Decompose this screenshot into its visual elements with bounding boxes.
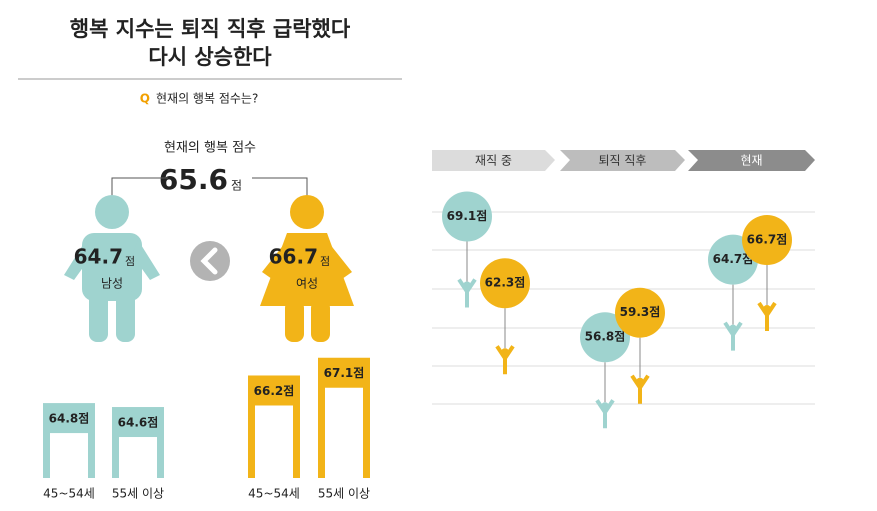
- balloon: [442, 191, 492, 242]
- stage-banner: [688, 150, 815, 171]
- balloon-label: 69.1점: [447, 208, 488, 223]
- x-tick-label: 45~54세: [248, 487, 300, 501]
- person-body: [495, 345, 515, 375]
- female-label: 여성: [296, 277, 318, 291]
- balloon: [480, 258, 530, 309]
- balloon: [742, 215, 792, 266]
- male-label: 남성: [101, 277, 123, 291]
- balloon-label: 62.3점: [485, 275, 526, 290]
- person-body: [723, 321, 743, 351]
- overall-value: 65.6: [159, 163, 228, 196]
- x-tick-label: 55세 이상: [112, 487, 164, 501]
- title-line: 행복 지수는 퇴직 직후 급락했다: [70, 17, 351, 41]
- compare-icon: [190, 241, 230, 281]
- female-unit: 점: [320, 255, 330, 268]
- bar-value-label: 64.8점: [49, 411, 90, 426]
- bar-value-label: 67.1점: [324, 365, 365, 380]
- balloon: [615, 287, 665, 338]
- balloon-label: 56.8점: [585, 329, 626, 344]
- stage-banner: [432, 150, 555, 171]
- bar-inner: [50, 433, 88, 478]
- balloon: [580, 312, 630, 363]
- male-score: 64.7: [74, 245, 123, 269]
- female-score: 66.7: [269, 245, 318, 269]
- stage-label: 퇴직 직후: [599, 154, 647, 168]
- bar-inner: [325, 387, 363, 478]
- person-body: [630, 374, 650, 404]
- person-body: [457, 278, 477, 308]
- person-body: [757, 301, 777, 332]
- x-tick-label: 55세 이상: [318, 487, 370, 501]
- stage-banner: [560, 150, 685, 171]
- question-marker: Q: [140, 92, 150, 106]
- question-text: 현재의 행복 점수는?: [156, 91, 258, 106]
- male-unit: 점: [125, 255, 135, 268]
- overall-unit: 점: [231, 179, 242, 193]
- bar-inner: [255, 405, 293, 478]
- bar-value-label: 66.2점: [254, 383, 295, 398]
- balloon-label: 66.7점: [747, 232, 788, 247]
- balloon-label: 59.3점: [620, 304, 661, 319]
- bracket: [111, 177, 308, 196]
- stage-label: 재직 중: [475, 154, 512, 168]
- person-body: [595, 399, 615, 429]
- male-figure: [64, 195, 160, 342]
- balloon-label: 64.7점: [713, 251, 754, 266]
- bar-inner: [119, 437, 157, 478]
- compare-arrow: [200, 247, 218, 275]
- stage-label: 현재: [740, 154, 762, 168]
- female-figure: [260, 195, 354, 342]
- overall-label: 현재의 행복 점수: [164, 140, 256, 156]
- x-tick-label: 45~54세: [43, 487, 95, 501]
- title-line: 다시 상승한다: [148, 45, 272, 69]
- bar-value-label: 64.6점: [118, 415, 159, 430]
